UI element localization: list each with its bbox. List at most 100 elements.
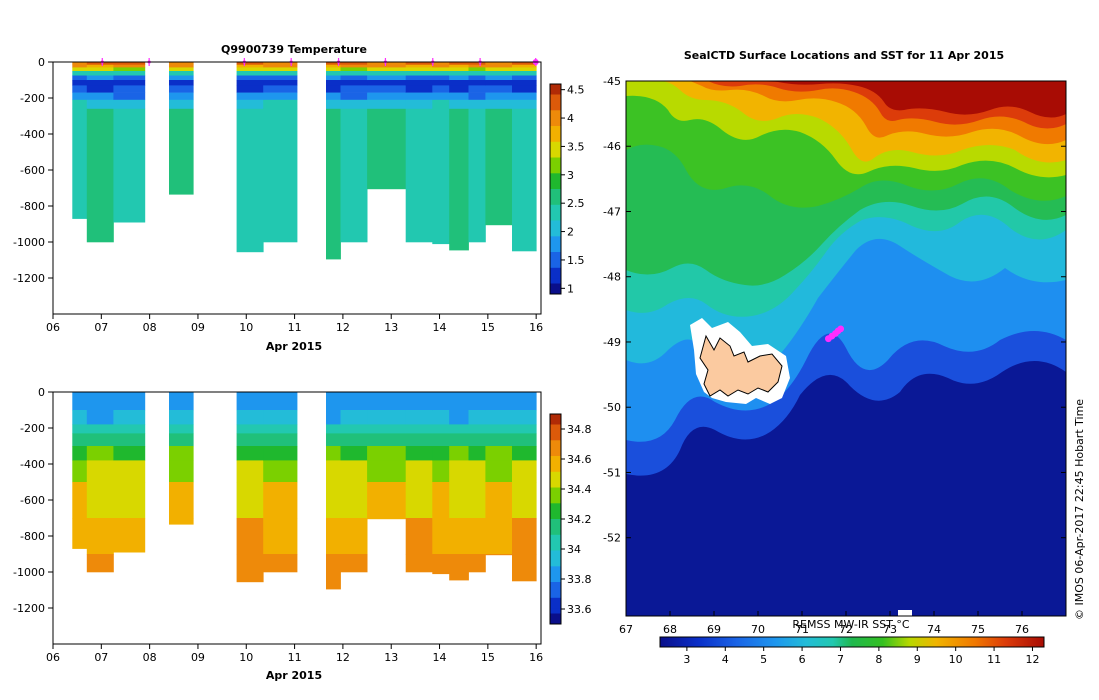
map-colorbar-ticks: 3 4 5 6 7 8 9 10 11 12 [683, 647, 1039, 666]
salinity-cell [326, 482, 341, 519]
salinity-cell [72, 446, 88, 461]
temperature-cell [113, 85, 146, 93]
salinity-cell [340, 554, 368, 573]
temperature-cell [72, 99, 88, 110]
temperature-cell [449, 75, 469, 81]
temperature-cell [326, 75, 341, 81]
salinity-cell [485, 446, 513, 461]
temperature-colorbar-frame [549, 83, 562, 295]
salinity-cell [485, 554, 513, 556]
temperature-cell [263, 92, 298, 101]
temperature-cell [367, 99, 407, 110]
temperature-y-tick-label: -600 [20, 164, 45, 177]
temperature-cell [263, 108, 298, 243]
temperature-cell [236, 71, 264, 76]
salinity-cell [169, 446, 194, 461]
temperature-cell [236, 64, 264, 68]
salinity-cell [367, 460, 407, 483]
salinity-cell [512, 392, 537, 411]
temperature-colorbar-tick-label: 1 [567, 282, 574, 295]
salinity-colorbar-segment [550, 524, 561, 530]
salinity-cell [236, 460, 264, 483]
salinity-cell [468, 410, 486, 425]
temperature-cell [432, 64, 450, 68]
temperature-colorbar-segment [550, 131, 561, 137]
salinity-cell [485, 424, 513, 434]
temperature-cell [485, 62, 513, 65]
temperature-cell [367, 71, 407, 76]
temperature-cell [72, 85, 88, 93]
salinity-x-label: Apr 2015 [266, 669, 322, 682]
salinity-cell [86, 460, 114, 483]
temperature-cell [405, 71, 433, 76]
salinity-colorbar-segment [550, 576, 561, 583]
salinity-y-tick-label: -1000 [13, 566, 45, 579]
salinity-cell [468, 392, 486, 411]
temperature-colorbar-tick-label: 4.5 [567, 84, 585, 97]
map-x-tick-label: 73 [883, 623, 897, 636]
salinity-cell [113, 482, 146, 519]
map-colorbar-tick-label: 6 [799, 653, 806, 666]
temperature-cell [512, 99, 537, 110]
salinity-cell [340, 518, 368, 555]
salinity-cell [405, 482, 433, 519]
temperature-cell [263, 80, 298, 86]
temperature-y-tick-label: -1200 [13, 272, 45, 285]
salinity-colorbar-segment [550, 487, 561, 494]
temperature-cell [340, 80, 368, 86]
temperature-cell [432, 67, 450, 72]
salinity-cell [449, 460, 469, 483]
temperature-colorbar-segment [550, 215, 561, 221]
map-x-tick-label: 68 [663, 623, 677, 636]
map-y-tick-label: -49 [603, 336, 621, 349]
salinity-colorbar-segment [550, 550, 561, 557]
map-y-axis: -45 -46 -47 -48 -49 -50 -51 -52 [603, 75, 1066, 545]
temperature-cell [86, 62, 114, 65]
temperature-cell [169, 85, 194, 93]
temperature-cell [113, 67, 146, 72]
temperature-x-tick-label: 07 [94, 321, 108, 334]
salinity-cell [236, 410, 264, 425]
map-y-tick-label: -46 [603, 140, 621, 153]
temperature-cell [512, 62, 537, 65]
map-y-tick-label: -47 [603, 205, 621, 218]
salinity-colorbar-segment [550, 450, 561, 457]
temperature-colorbar-segment [550, 246, 561, 253]
temperature-colorbar-segment [550, 136, 561, 143]
temperature-cell [86, 99, 114, 110]
cloud-mask-bottom [898, 610, 912, 616]
salinity-colorbar-segment [550, 534, 561, 541]
salinity-colorbar-tick-label: 34.4 [567, 483, 592, 496]
salinity-colorbar-tick-label: 33.8 [567, 573, 592, 586]
temperature-colorbar-segment [550, 267, 561, 274]
salinity-x-tick-label: 08 [143, 651, 157, 664]
salinity-cell [86, 482, 114, 519]
map-x-tick-label: 72 [839, 623, 853, 636]
temperature-cell [236, 62, 264, 65]
salinity-cell [485, 433, 513, 447]
temperature-cell [468, 80, 486, 86]
map-y-tick-label: -50 [603, 401, 621, 414]
temperature-cell [86, 80, 114, 86]
temperature-cell [236, 67, 264, 72]
salinity-cell [113, 424, 146, 434]
salinity-profiles [72, 392, 537, 590]
temperature-colorbar: 1 1.5 2 2.5 3 3.5 4 4.5 [549, 83, 585, 295]
salinity-cell [340, 410, 368, 425]
temperature-title: Q9900739 Temperature [221, 43, 367, 56]
salinity-cell [72, 433, 88, 447]
salinity-cell [405, 460, 433, 483]
salinity-cell [113, 446, 146, 461]
temperature-colorbar-tick-label: 2.5 [567, 197, 585, 210]
map-x-tick-label: 71 [795, 623, 809, 636]
temperature-cell [449, 71, 469, 76]
salinity-cell [367, 392, 407, 411]
salinity-colorbar-segment [550, 582, 561, 588]
salinity-cell [263, 482, 298, 519]
temperature-colorbar-segment [550, 288, 561, 295]
map-colorbar-tick-label: 9 [914, 653, 921, 666]
salinity-cell [86, 392, 114, 411]
temperature-cell [72, 62, 88, 65]
salinity-cell [263, 433, 298, 447]
temperature-cell [236, 80, 264, 86]
